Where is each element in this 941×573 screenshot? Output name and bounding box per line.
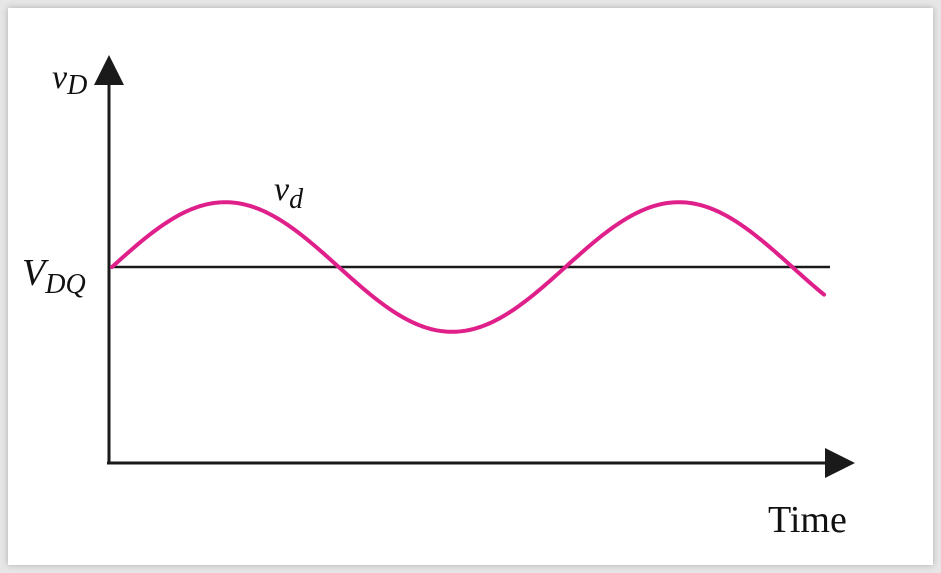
- signal-waveform: [110, 200, 826, 334]
- signal-label-main: v: [274, 171, 290, 208]
- signal-label: vd: [274, 171, 304, 215]
- quiescent-label: VDQ: [22, 252, 86, 300]
- quiescent-label-sub: DQ: [44, 269, 85, 300]
- quiescent-label-main: V: [22, 252, 49, 294]
- signal-label-sub: d: [289, 184, 304, 215]
- x-axis-label: Time: [768, 499, 847, 541]
- y-axis-label-sub: D: [66, 70, 87, 101]
- figure-frame: [8, 8, 933, 565]
- y-axis-label: vD: [52, 59, 87, 101]
- y-axis-label-main: v: [52, 59, 68, 96]
